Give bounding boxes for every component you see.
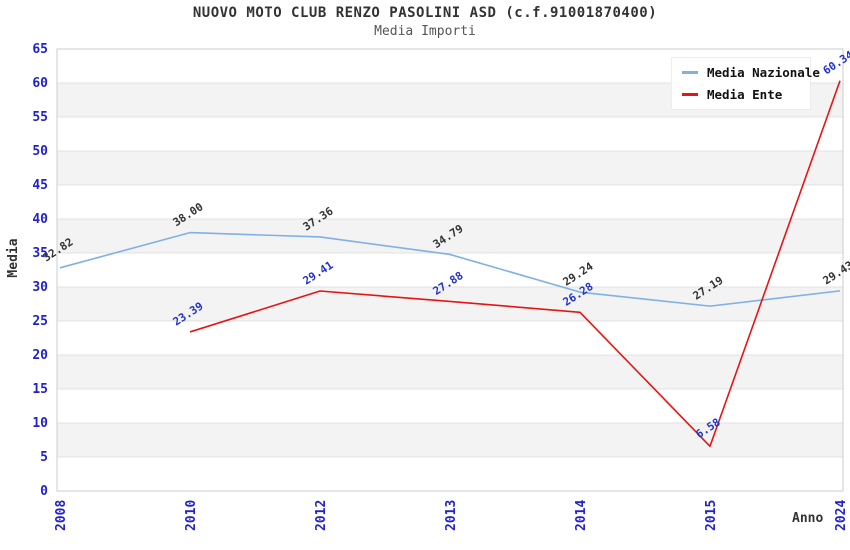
legend-item-media-ente: Media Ente — [682, 87, 800, 102]
svg-text:60: 60 — [32, 76, 48, 91]
svg-text:30: 30 — [32, 280, 48, 295]
svg-text:65: 65 — [32, 42, 48, 57]
plot-bands — [57, 49, 843, 491]
legend: Media Nazionale Media Ente — [671, 57, 820, 110]
svg-text:2010: 2010 — [184, 500, 199, 531]
svg-text:45: 45 — [32, 178, 48, 193]
legend-label-media-ente: Media Ente — [707, 87, 783, 102]
svg-text:35: 35 — [32, 246, 48, 261]
svg-text:2013: 2013 — [444, 500, 459, 531]
svg-text:2008: 2008 — [54, 500, 69, 531]
svg-text:2015: 2015 — [704, 500, 719, 531]
legend-item-media-nazionale: Media Nazionale — [682, 65, 820, 80]
legend-swatch-media-ente-icon — [682, 93, 698, 96]
svg-text:55: 55 — [32, 110, 48, 125]
svg-text:2014: 2014 — [574, 500, 589, 531]
svg-text:25: 25 — [32, 314, 48, 329]
svg-text:20: 20 — [32, 348, 48, 363]
svg-text:0: 0 — [40, 484, 48, 499]
chart-title: NUOVO MOTO CLUB RENZO PASOLINI ASD (c.f.… — [192, 5, 658, 21]
y-axis-tick-labels: 0 5 10 15 20 25 30 35 40 45 50 55 60 65 — [32, 42, 48, 499]
svg-text:15: 15 — [32, 382, 48, 397]
x-axis-tick-labels: 2008 2010 2012 2013 2014 2015 2024 — [54, 500, 849, 531]
x-axis-title: Anno — [792, 511, 824, 526]
svg-text:10: 10 — [32, 416, 48, 431]
svg-text:40: 40 — [32, 212, 48, 227]
plot-border — [56, 48, 844, 492]
svg-text:5: 5 — [40, 450, 48, 465]
legend-swatch-media-nazionale-icon — [682, 71, 698, 74]
svg-text:2024: 2024 — [834, 500, 849, 531]
chart-subtitle: Media Importi — [374, 24, 476, 39]
svg-text:2012: 2012 — [314, 500, 329, 531]
y-axis-title: Media — [6, 238, 21, 278]
legend-label-media-nazionale: Media Nazionale — [707, 65, 820, 80]
svg-text:50: 50 — [32, 144, 48, 159]
